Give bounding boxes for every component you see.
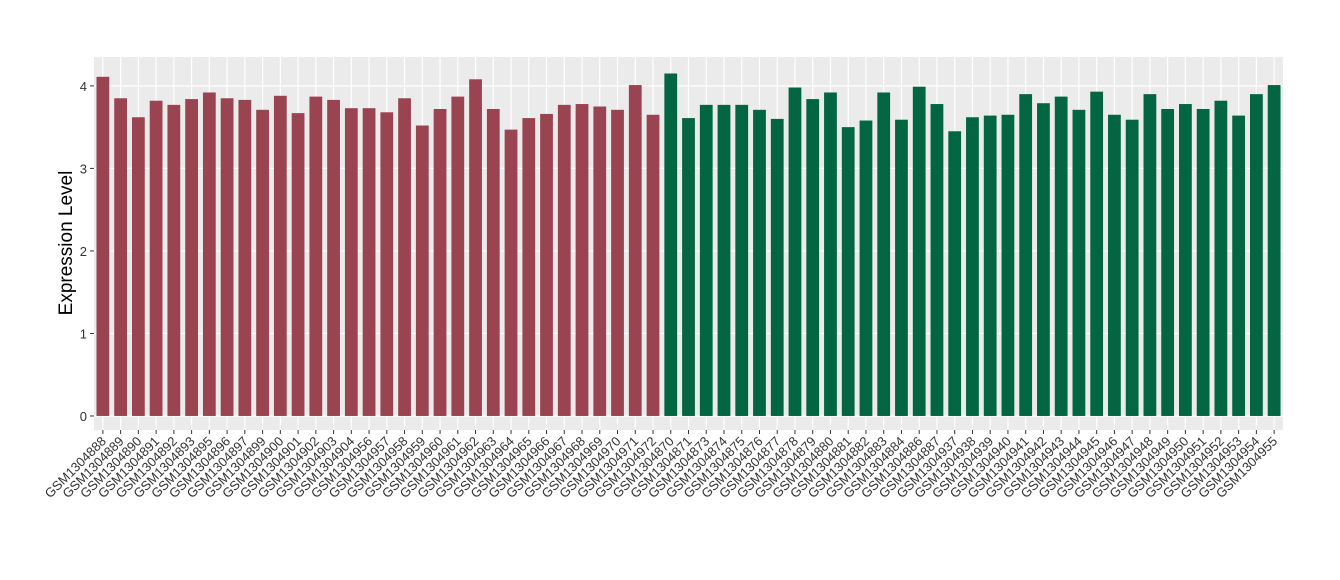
bar	[433, 108, 447, 416]
bar	[788, 87, 802, 416]
bar	[735, 104, 749, 416]
bar	[398, 98, 411, 416]
y-tick-label: 0	[80, 409, 87, 424]
bar	[309, 96, 323, 416]
bar	[167, 104, 181, 416]
bar	[575, 104, 589, 416]
bar	[273, 95, 287, 416]
bar	[806, 99, 820, 416]
bar	[1072, 109, 1086, 416]
bar	[220, 98, 234, 416]
bar	[1267, 85, 1281, 416]
bar	[1196, 108, 1210, 416]
bar	[895, 119, 908, 416]
bar	[327, 99, 340, 416]
bar	[770, 118, 784, 416]
bar	[486, 108, 500, 416]
bar	[1125, 119, 1139, 416]
bar	[1054, 96, 1068, 416]
bar	[841, 127, 855, 416]
bar	[983, 115, 997, 416]
bar	[930, 104, 944, 416]
bar	[114, 98, 128, 416]
bar	[664, 73, 678, 416]
bar	[522, 118, 536, 416]
bar	[912, 86, 926, 416]
bar	[859, 120, 873, 416]
bar	[540, 113, 553, 416]
y-axis-title: Expression Level	[56, 171, 77, 316]
bar	[131, 117, 145, 416]
bar	[1143, 94, 1157, 416]
bar	[362, 108, 376, 416]
bar	[646, 114, 660, 416]
bar	[1214, 100, 1228, 416]
bar	[451, 96, 465, 416]
y-tick-label: 2	[80, 244, 87, 259]
bar	[557, 104, 571, 416]
bar	[291, 113, 305, 416]
bar	[1037, 103, 1050, 416]
bar	[611, 109, 624, 416]
bar	[877, 92, 891, 416]
bar	[504, 129, 518, 416]
bar	[238, 99, 252, 416]
bar	[966, 117, 979, 416]
bar	[1249, 94, 1263, 416]
bar	[185, 99, 198, 416]
bar	[1232, 115, 1246, 416]
bar	[1108, 114, 1121, 416]
y-tick-label: 4	[80, 79, 87, 94]
bar	[1179, 104, 1192, 416]
bar	[717, 104, 731, 416]
bar	[824, 92, 837, 416]
bar	[628, 85, 642, 416]
y-tick-label: 1	[80, 326, 87, 341]
bar	[1090, 91, 1104, 416]
bar	[96, 76, 110, 416]
bar	[469, 79, 482, 416]
bar	[948, 131, 962, 416]
bar	[1001, 114, 1015, 416]
bar	[415, 125, 429, 416]
bar	[753, 109, 766, 416]
bar	[380, 112, 394, 416]
y-tick-label: 3	[80, 161, 87, 176]
bar	[682, 118, 695, 416]
bar	[593, 106, 607, 416]
bar	[256, 109, 269, 416]
bar	[202, 92, 216, 416]
bar	[699, 104, 713, 416]
bar	[1019, 94, 1033, 416]
bar	[1161, 108, 1175, 416]
bar	[149, 100, 163, 416]
bar	[344, 108, 358, 416]
